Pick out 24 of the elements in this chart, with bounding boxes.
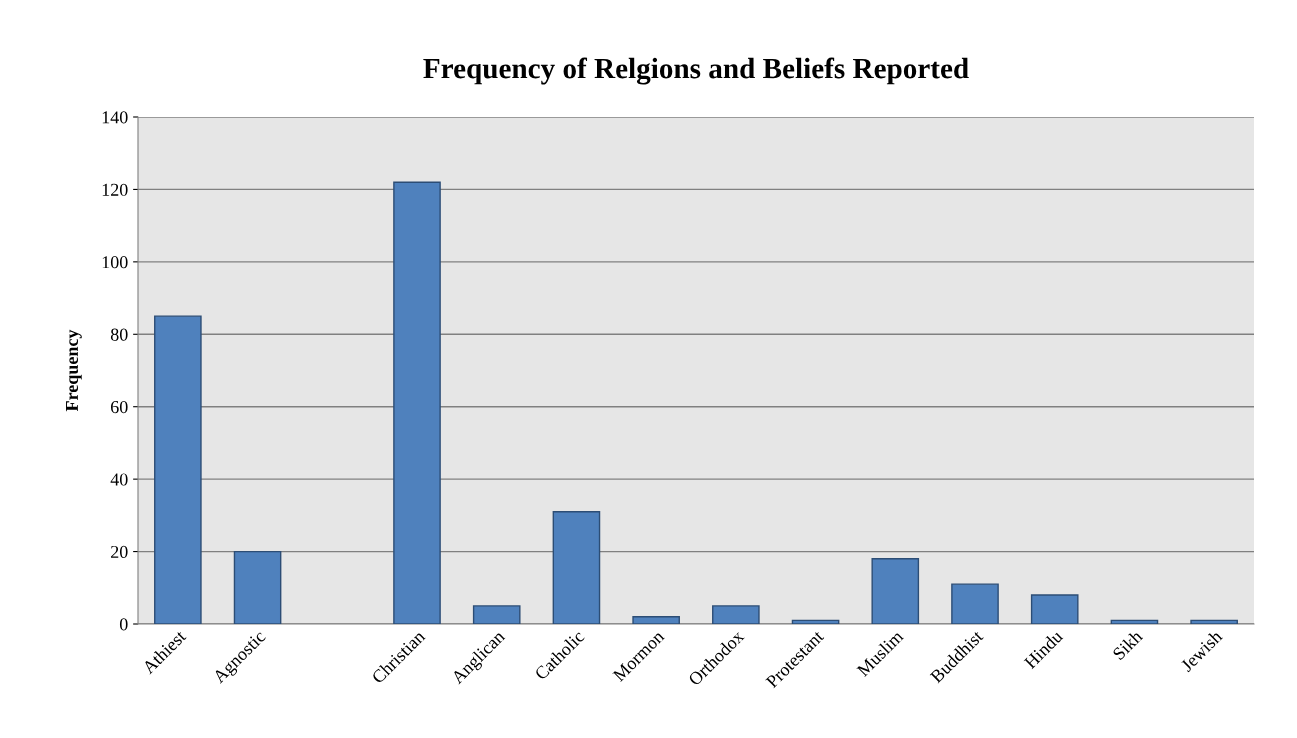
- bar: [552, 511, 601, 624]
- bar: [632, 616, 680, 624]
- y-axis-title: Frequency: [66, 329, 82, 412]
- y-tick-label: 140: [102, 111, 128, 124]
- bar: [1030, 594, 1079, 624]
- chart-title: Frequency of Relgions and Beliefs Reported: [423, 57, 969, 85]
- bar: [1190, 619, 1238, 624]
- y-tick-label: 60: [111, 400, 128, 414]
- bar: [951, 583, 999, 624]
- y-tick-label: 40: [110, 473, 128, 486]
- bar: [393, 181, 441, 624]
- bar: [472, 605, 521, 624]
- y-tick-label: 80: [110, 328, 128, 341]
- y-tick-label: 100: [102, 256, 128, 269]
- y-tick-label: 120: [102, 183, 128, 196]
- bar: [154, 315, 202, 624]
- x-tick-label: Sikh: [1111, 629, 1144, 661]
- y-tick-label: 20: [111, 545, 128, 559]
- bar: [712, 605, 760, 624]
- bar: [791, 619, 840, 624]
- y-tick-label: 0: [119, 618, 128, 631]
- bar: [1110, 619, 1159, 624]
- bar: [233, 550, 282, 624]
- bar: [871, 558, 920, 624]
